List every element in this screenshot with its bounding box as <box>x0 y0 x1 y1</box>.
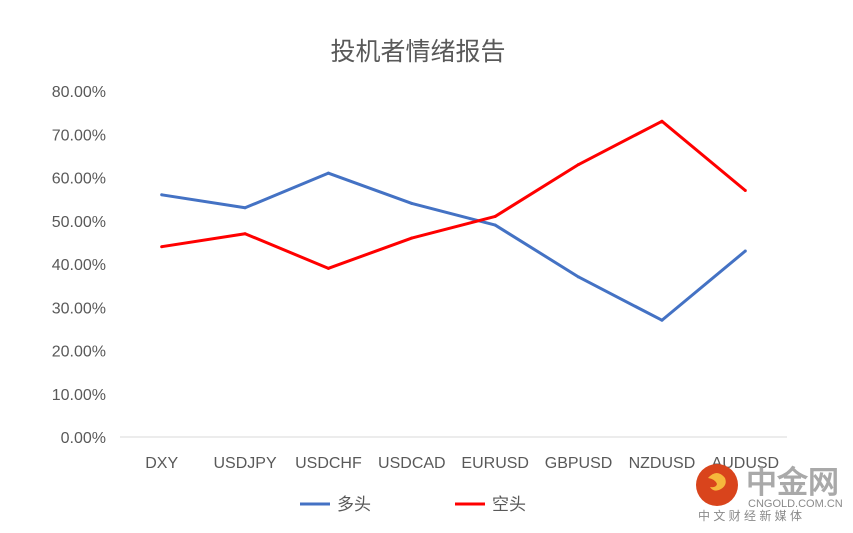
x-tick-label: USDCHF <box>295 455 362 472</box>
x-tick-label: USDJPY <box>214 455 277 472</box>
x-tick-label: GBPUSD <box>545 455 613 472</box>
x-tick-label: NZDUSD <box>629 455 696 472</box>
watermark-logo-swirl-icon <box>708 473 726 491</box>
watermark-domain: CNGOLD.COM.CN <box>748 498 843 510</box>
y-tick-label: 20.00% <box>52 344 106 361</box>
watermark-tagline: 中 文 财 经 新 媒 体 <box>698 508 802 523</box>
data-point <box>660 318 664 322</box>
y-tick-label: 10.00% <box>52 387 106 404</box>
y-tick-label: 30.00% <box>52 300 106 317</box>
x-tick-label: EURUSD <box>461 455 529 472</box>
x-tick-label: DXY <box>145 455 178 472</box>
data-point <box>326 171 330 175</box>
x-tick-label: USDCAD <box>378 455 446 472</box>
data-point <box>326 266 330 270</box>
data-point <box>577 275 581 279</box>
y-tick-label: 80.00% <box>52 84 106 101</box>
data-point <box>160 245 164 249</box>
data-point <box>160 193 164 197</box>
data-point <box>410 201 414 205</box>
data-point <box>743 249 747 253</box>
data-point <box>493 214 497 218</box>
data-point <box>243 206 247 210</box>
data-point <box>243 232 247 236</box>
legend-label: 空头 <box>492 495 526 514</box>
y-tick-label: 60.00% <box>52 171 106 188</box>
y-tick-label: 50.00% <box>52 214 106 231</box>
series-line-long <box>161 171 747 322</box>
data-point <box>660 119 664 123</box>
y-tick-label: 70.00% <box>52 127 106 144</box>
y-tick-label: 0.00% <box>61 430 106 447</box>
data-point <box>493 223 497 227</box>
data-point <box>743 188 747 192</box>
y-tick-label: 40.00% <box>52 257 106 274</box>
data-point <box>410 236 414 240</box>
watermark-brand: 中金网 <box>746 465 839 500</box>
data-point <box>577 163 581 167</box>
series-line-short <box>161 119 747 270</box>
legend-label: 多头 <box>337 495 371 514</box>
chart-title: 投机者情绪报告 <box>330 38 505 66</box>
